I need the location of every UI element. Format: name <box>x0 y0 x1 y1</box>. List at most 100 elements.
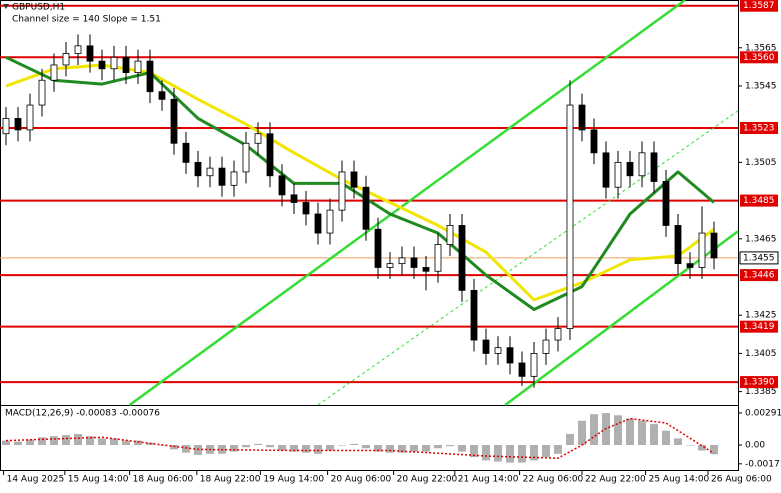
macd-bar <box>230 444 238 452</box>
x-tick-label: 20 Aug 22:00 <box>397 475 458 485</box>
candle-body <box>230 171 238 186</box>
y-tick-label: 1.3505 <box>745 158 777 168</box>
x-tick-label: 18 Aug 22:00 <box>200 475 261 485</box>
x-tick-label: 19 Aug 14:00 <box>263 475 324 485</box>
candle-body <box>134 60 142 73</box>
candle-body <box>422 267 430 272</box>
candle-body <box>362 186 370 230</box>
y-tick-label: 1.3565 <box>745 43 777 53</box>
level-label: 1.3587 <box>743 1 775 11</box>
macd-bar <box>578 420 586 445</box>
candle-body <box>626 161 634 177</box>
level-label-box <box>740 320 778 333</box>
candle-body <box>86 45 94 62</box>
macd-bar <box>266 444 274 448</box>
candle-body <box>494 347 502 354</box>
macd-bar <box>170 444 178 450</box>
macd-bar <box>242 444 250 448</box>
x-tick-label: 15 Aug 14:00 <box>68 475 129 485</box>
x-tick-label: 21 Aug 14:00 <box>458 475 519 485</box>
macd-bar <box>86 436 94 445</box>
candle-body <box>674 225 682 265</box>
candle-body <box>26 104 34 131</box>
macd-bar <box>518 444 526 463</box>
candle-body <box>50 64 58 81</box>
level-label: 1.3560 <box>743 53 775 63</box>
macd-bar <box>254 443 262 445</box>
candle-body <box>218 167 226 186</box>
candle-body <box>314 213 322 234</box>
macd-bar <box>698 444 706 451</box>
x-tick-label: 26 Aug 06:00 <box>711 475 772 485</box>
y-tick-label: 1.3465 <box>745 234 777 244</box>
macd-bar <box>38 437 46 445</box>
candle-body <box>482 339 490 354</box>
macd-bar <box>374 444 382 452</box>
macd-bar <box>434 444 442 449</box>
macd-bar <box>50 436 58 445</box>
candle-body <box>566 104 574 329</box>
candle-body <box>446 225 454 245</box>
macd-bar <box>110 438 118 445</box>
macd-bar <box>482 444 490 461</box>
candle-body <box>326 209 334 234</box>
candle-body <box>278 175 286 196</box>
macd-signal <box>5 417 715 459</box>
macd-bar <box>650 424 658 445</box>
macd-bar <box>554 444 562 454</box>
macd-label: MACD(12,26,9) -0.00083 -0.00076 <box>5 409 160 419</box>
candle-body <box>710 232 718 259</box>
macd-bar <box>14 441 22 445</box>
plot-frame <box>0 0 739 471</box>
level-label-box <box>740 0 778 12</box>
chart-subtitle: Channel size = 140 Slope = 1.51 <box>12 15 161 25</box>
candle-body <box>290 194 298 203</box>
candle-body <box>122 56 130 73</box>
candle-body <box>410 257 418 268</box>
x-tick-label: 18 Aug 06:00 <box>133 475 194 485</box>
macd-bar <box>134 440 142 445</box>
macd-bar <box>26 439 34 445</box>
channel-line <box>317 110 739 406</box>
y-tick-label: 1.3405 <box>745 349 777 359</box>
y-tick-label: 1.3425 <box>745 311 777 321</box>
macd-bar <box>530 444 538 461</box>
macd-y-tick-label: 0.00 <box>745 440 765 450</box>
x-tick-label: 14 Aug 2025 <box>7 475 65 485</box>
macd-bar <box>386 444 394 453</box>
candle-body <box>62 53 70 66</box>
x-tick-label: 22 Aug 22:00 <box>585 475 646 485</box>
candle-body <box>302 202 310 215</box>
candle-body <box>110 56 118 70</box>
symbol-icon <box>3 4 9 9</box>
candle-body <box>698 232 706 268</box>
macd-bar <box>446 444 454 447</box>
macd-bar <box>422 444 430 452</box>
current-price-label: 1.3455 <box>743 253 775 263</box>
macd-bar <box>314 444 322 454</box>
level-label-box <box>740 121 778 134</box>
candle-body <box>506 347 514 364</box>
level-label-box <box>740 376 778 389</box>
macd-bar <box>614 415 622 445</box>
macd-bar <box>626 418 634 445</box>
macd-bar <box>662 430 670 445</box>
candle-body <box>350 171 358 188</box>
macd-bar <box>122 440 130 445</box>
macd-bar <box>326 444 334 451</box>
y-tick-label: 1.3545 <box>745 81 777 91</box>
macd-bar <box>362 444 370 449</box>
candle-body <box>194 161 202 177</box>
candle-body <box>374 228 382 268</box>
macd-bar <box>338 444 346 446</box>
macd-bar <box>182 444 190 453</box>
level-label-box <box>740 51 778 64</box>
level-label: 1.3419 <box>743 322 775 332</box>
macd-bar <box>302 444 310 453</box>
y-tick-label: 1.3385 <box>745 387 777 397</box>
candle-body <box>542 339 550 354</box>
macd-bar <box>290 444 298 452</box>
